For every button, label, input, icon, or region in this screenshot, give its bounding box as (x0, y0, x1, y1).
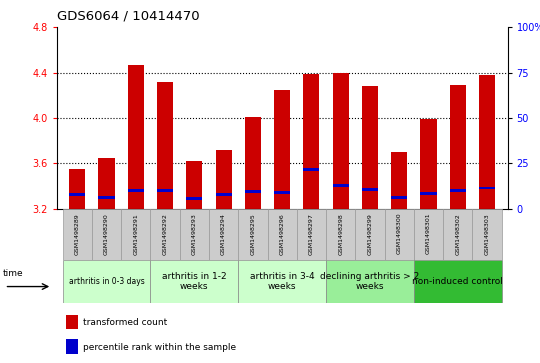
Text: GSM1498289: GSM1498289 (75, 213, 80, 254)
Text: time: time (3, 269, 23, 278)
Bar (362, 188, 378, 191)
Bar (450, 85, 466, 209)
Bar (450, 189, 466, 192)
Bar (63, 260, 151, 303)
Text: non-induced control: non-induced control (413, 277, 503, 286)
Bar (333, 73, 349, 209)
Bar (479, 75, 495, 209)
Bar (92, 209, 121, 260)
Text: GSM1498299: GSM1498299 (368, 213, 373, 255)
Bar (333, 184, 349, 187)
Bar (362, 86, 378, 209)
Bar (127, 189, 144, 192)
Text: GSM1498301: GSM1498301 (426, 213, 431, 254)
Bar (326, 260, 414, 303)
Text: GSM1498300: GSM1498300 (397, 213, 402, 254)
Bar (297, 209, 326, 260)
Bar (245, 117, 261, 209)
Bar (238, 209, 267, 260)
Bar (66, 315, 78, 329)
Bar (121, 209, 151, 260)
Bar (384, 209, 414, 260)
Bar (98, 158, 114, 209)
Bar (414, 260, 502, 303)
Bar (472, 209, 502, 260)
Bar (69, 169, 85, 209)
Bar (303, 74, 320, 209)
Bar (151, 209, 180, 260)
Bar (127, 65, 144, 209)
Text: GSM1498298: GSM1498298 (338, 213, 343, 254)
Bar (69, 193, 85, 196)
Text: percentile rank within the sample: percentile rank within the sample (83, 343, 236, 352)
Bar (414, 209, 443, 260)
Text: arthritis in 3-4
weeks: arthritis in 3-4 weeks (250, 272, 314, 291)
Bar (238, 260, 326, 303)
Bar (98, 196, 114, 199)
Bar (443, 209, 472, 260)
Bar (391, 196, 407, 199)
Text: arthritis in 0-3 days: arthritis in 0-3 days (69, 277, 144, 286)
Bar (421, 119, 437, 209)
Bar (274, 90, 290, 209)
Text: transformed count: transformed count (83, 318, 167, 327)
Bar (326, 209, 355, 260)
Text: GSM1498303: GSM1498303 (484, 213, 490, 254)
Bar (267, 209, 297, 260)
Bar (66, 339, 78, 354)
Bar (209, 209, 238, 260)
Text: GSM1498294: GSM1498294 (221, 213, 226, 255)
Bar (157, 189, 173, 192)
Bar (180, 209, 209, 260)
Text: GSM1498302: GSM1498302 (455, 213, 460, 254)
Bar (215, 150, 232, 209)
Text: GSM1498293: GSM1498293 (192, 213, 197, 255)
Bar (186, 197, 202, 200)
Bar (245, 190, 261, 193)
Text: GSM1498291: GSM1498291 (133, 213, 138, 254)
Bar (479, 187, 495, 189)
Text: declining arthritis > 2
weeks: declining arthritis > 2 weeks (320, 272, 420, 291)
Text: GSM1498297: GSM1498297 (309, 213, 314, 255)
Bar (421, 192, 437, 195)
Bar (151, 260, 238, 303)
Bar (186, 161, 202, 209)
Text: arthritis in 1-2
weeks: arthritis in 1-2 weeks (162, 272, 227, 291)
Bar (215, 193, 232, 196)
Bar (157, 82, 173, 209)
Text: GSM1498295: GSM1498295 (251, 213, 255, 254)
Bar (355, 209, 384, 260)
Text: GSM1498296: GSM1498296 (280, 213, 285, 254)
Text: GSM1498292: GSM1498292 (163, 213, 167, 255)
Bar (63, 209, 92, 260)
Text: GSM1498290: GSM1498290 (104, 213, 109, 254)
Text: GDS6064 / 10414470: GDS6064 / 10414470 (57, 9, 199, 22)
Bar (303, 168, 320, 171)
Bar (391, 152, 407, 209)
Bar (274, 191, 290, 194)
